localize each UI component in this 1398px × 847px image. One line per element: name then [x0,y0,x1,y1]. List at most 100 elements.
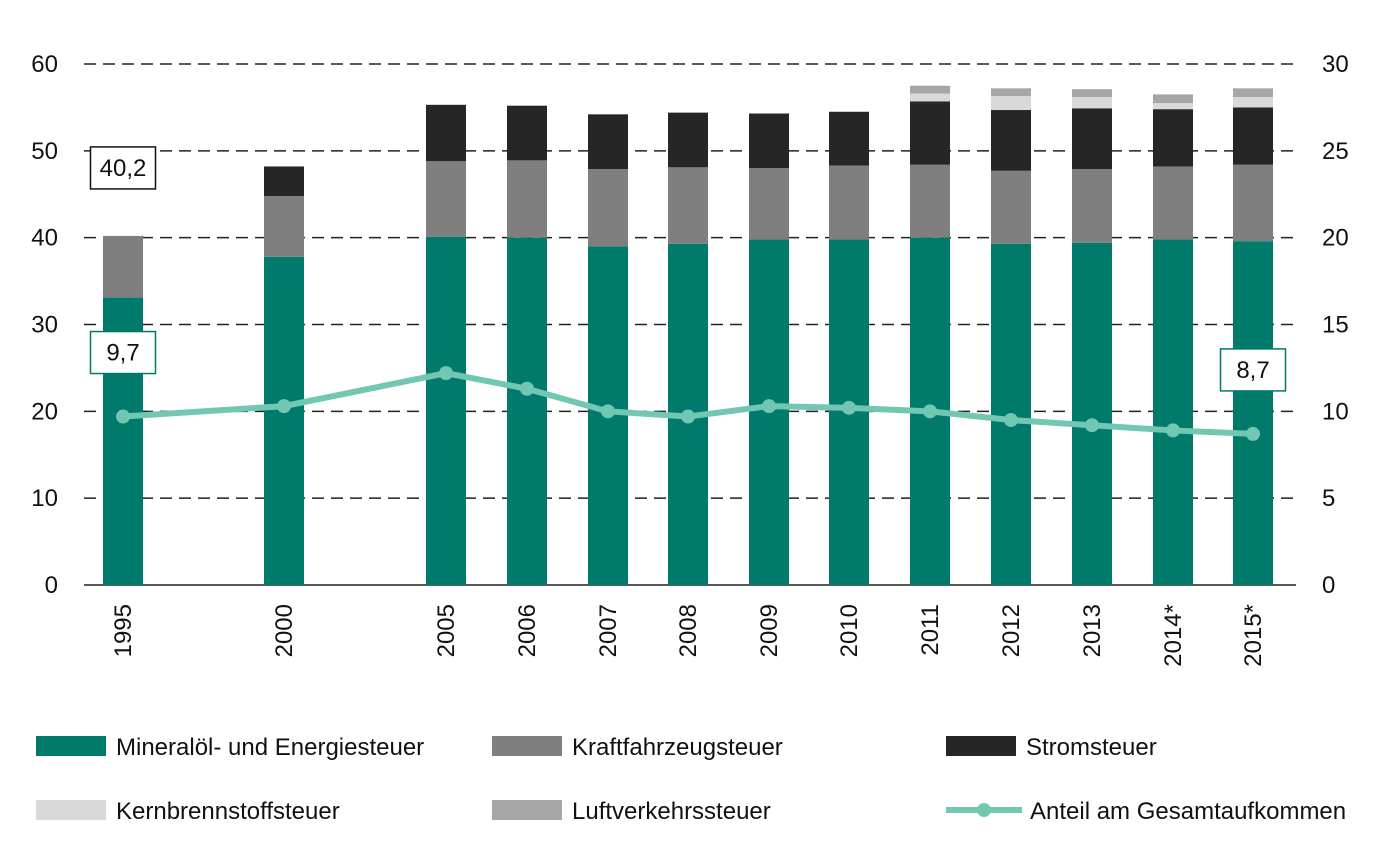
callout-label: 8,7 [1236,357,1269,384]
legend-item: Anteil am Gesamtaufkommen [946,798,1346,825]
legend-label: Kraftfahrzeugsteuer [572,734,783,761]
x-tick-label: 2012 [998,604,1025,657]
callout-box [1219,348,1287,392]
bar-segment [426,236,466,585]
right-tick-label: 0 [1322,572,1335,599]
share-line [116,366,1260,441]
callouts: 40,258,29,78,7 [89,146,1287,392]
bar-segment [1153,166,1193,240]
bar-segment [1233,88,1273,97]
x-tick-label: 2015* [1240,604,1267,667]
legend-label: Luftverkehrssteuer [572,798,771,825]
right-tick-label: 25 [1322,138,1349,165]
bar-segment [1153,239,1193,586]
bar-segment [1072,108,1112,170]
share-line-point [1166,423,1180,438]
legend-item: Kraftfahrzeugsteuer [492,734,783,761]
bar-segment [1072,242,1112,586]
bar-segment [668,112,708,168]
left-tick-label: 20 [31,398,58,425]
left-tick-label: 0 [45,572,58,599]
left-tick-label: 10 [31,485,58,512]
bar-segment [1233,96,1273,108]
share-line-point [923,404,937,419]
bar-segment [991,96,1031,111]
left-tick-label: 30 [31,312,58,339]
x-tick-label: 2013 [1079,604,1106,657]
bar-segment [1072,96,1112,109]
share-line-point [1085,418,1099,433]
callout-label: 40,2 [100,155,147,182]
x-tick-label: 2005 [433,604,460,657]
left-tick-label: 40 [31,225,58,252]
callout-bar_total: 40,2 [89,146,157,190]
bar-segment [1233,241,1273,585]
bar-segment [1153,109,1193,167]
legend-label: Mineralöl- und Energiesteuer [116,734,424,761]
legend-swatch [36,736,106,756]
legend: Mineralöl- und Energiesteuer Kraftfahrzeu… [36,734,1346,825]
callout-line: 8,7 [1219,348,1287,392]
legend-item: Mineralöl- und Energiesteuer [36,734,424,761]
bar-segment [910,101,950,165]
x-axis: 1995 2000 2005 2006 2007 2008 2009 2010 2011 2012… [110,604,1267,667]
x-tick-label: 2011 [917,604,944,656]
legend-swatch [36,800,106,820]
right-tick-label: 30 [1322,51,1349,78]
right-y-axis: 0 5 10 15 20 25 30 [1322,51,1349,599]
bar-segment [103,235,143,298]
bar-segment [991,110,1031,171]
bar-segment [264,256,304,585]
legend-item: Stromsteuer [946,734,1157,761]
bar-segment [991,170,1031,244]
right-tick-label: 5 [1322,485,1335,512]
bar-segment [426,104,466,162]
bar-segment [829,111,869,166]
bar-segment [910,85,950,94]
x-tick-label: 2007 [595,604,622,657]
share-line-point [1004,413,1018,428]
bar-segment [910,164,950,238]
bar-segment [588,169,628,247]
share-line-point [842,400,856,415]
bar-segment [1153,94,1193,104]
bar-segment [749,113,789,169]
legend-item: Luftverkehrssteuer [492,798,771,825]
bar-segment [668,167,708,244]
share-line-point [681,409,695,424]
x-tick-label: 2009 [756,604,783,657]
legend-swatch [492,800,562,820]
share-line-point [762,399,776,414]
bar-segment [588,114,628,170]
callout-label: 9,7 [106,340,139,367]
bar-segment [507,237,547,585]
left-y-axis: 0 10 20 30 40 50 60 [31,51,58,599]
callout-line: 9,7 [89,330,157,375]
right-tick-label: 10 [1322,398,1349,425]
bar-segment [426,161,466,237]
left-tick-label: 60 [31,51,58,78]
right-tick-label: 20 [1322,225,1349,252]
bar-segment [749,168,789,240]
callout-box [89,146,157,190]
bars [103,85,1273,586]
share-line-point [116,409,130,424]
x-tick-label: 2010 [836,604,863,657]
x-tick-label: 1995 [110,604,137,657]
bar-segment [507,160,547,238]
bar-segment [507,105,547,161]
share-line-point [439,366,453,381]
x-tick-label: 2014* [1160,604,1187,667]
callout-box [89,330,157,375]
share-line-point [520,381,534,396]
share-line-point [277,399,291,414]
bar-segment [264,195,304,257]
legend-swatch-marker [977,803,991,817]
bar-segment [264,166,304,196]
share-line-point [601,404,615,419]
bar-segment [1233,107,1273,165]
legend-label: Stromsteuer [1026,734,1157,761]
x-tick-label: 2008 [675,604,702,657]
bar-segment [1153,103,1193,110]
share-line-point [1246,426,1260,441]
